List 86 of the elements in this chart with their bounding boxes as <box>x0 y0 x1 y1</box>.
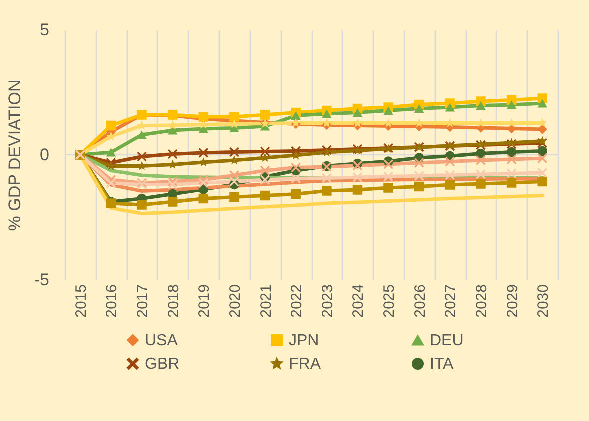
point <box>384 160 394 170</box>
point <box>414 158 424 168</box>
y-tick-label: 0 <box>40 146 50 164</box>
point <box>476 102 486 110</box>
point <box>168 149 178 160</box>
x-tick-label: 2028 <box>473 284 490 318</box>
point <box>352 108 363 117</box>
point <box>106 178 116 188</box>
point <box>476 179 486 189</box>
point <box>506 178 517 188</box>
point <box>260 190 270 201</box>
point <box>538 99 548 108</box>
point <box>476 170 486 180</box>
point <box>322 173 332 184</box>
point <box>476 156 486 166</box>
point <box>506 168 517 179</box>
point <box>538 154 548 164</box>
x-tick-label: 2020 <box>226 284 244 318</box>
point <box>476 148 486 159</box>
point <box>291 174 301 184</box>
x-tick-label: 2019 <box>196 284 214 318</box>
point <box>291 189 301 200</box>
x-tick-label: 2016 <box>104 284 121 318</box>
legend-label: GBR <box>145 356 180 373</box>
point <box>106 148 116 157</box>
point <box>538 136 548 146</box>
point <box>168 180 178 190</box>
legend-label: DEU <box>430 332 464 350</box>
x-tick-label: 2026 <box>412 284 429 318</box>
point <box>260 166 270 176</box>
x-tick-label: 2030 <box>535 284 552 318</box>
point <box>384 106 394 115</box>
legend-label: ITA <box>430 356 454 373</box>
point <box>230 192 240 202</box>
legend-label: FRA <box>289 356 322 373</box>
point <box>106 161 116 170</box>
point <box>291 112 301 120</box>
point <box>384 183 394 193</box>
point <box>168 126 178 135</box>
point <box>230 112 240 122</box>
point <box>137 200 147 210</box>
y-tick-label: 5 <box>40 20 50 40</box>
point <box>198 178 209 188</box>
x-tick-label: 2023 <box>319 284 336 318</box>
point <box>168 197 178 207</box>
x-tick-label: 2027 <box>442 284 460 318</box>
point <box>260 110 270 120</box>
point <box>414 182 424 192</box>
y-tick-label: -5 <box>34 270 50 290</box>
point <box>507 138 516 147</box>
y-axis-title: % GDP DEVIATION <box>5 80 24 232</box>
x-tick-label: 2025 <box>381 284 398 318</box>
x-tick-label: 2017 <box>134 284 152 318</box>
point <box>291 150 301 160</box>
point <box>538 168 548 178</box>
point <box>445 103 456 112</box>
x-tick-label: 2021 <box>258 284 275 318</box>
point <box>352 185 363 195</box>
point <box>168 120 178 130</box>
x-tick-label: 2029 <box>504 284 522 318</box>
point <box>198 194 209 204</box>
point <box>414 171 424 181</box>
point <box>445 156 456 167</box>
point <box>506 147 517 158</box>
x-tick-label: 2022 <box>288 284 306 318</box>
point <box>137 130 147 140</box>
legend-label: USA <box>145 332 178 350</box>
x-tick-label: 2024 <box>350 284 368 318</box>
x-tick-label: 2018 <box>165 284 182 318</box>
legend-label: JPN <box>289 332 320 350</box>
point <box>506 100 517 110</box>
point <box>445 170 456 180</box>
point <box>322 110 332 118</box>
point <box>260 146 270 157</box>
x-tick-label: 2015 <box>72 284 90 318</box>
point <box>260 153 270 162</box>
point <box>291 162 301 173</box>
point <box>230 119 240 128</box>
point <box>538 146 548 156</box>
point <box>106 120 116 131</box>
point <box>414 104 424 113</box>
point <box>445 180 456 190</box>
point <box>198 148 209 158</box>
point <box>538 124 548 134</box>
point <box>538 176 548 187</box>
point <box>322 186 332 196</box>
